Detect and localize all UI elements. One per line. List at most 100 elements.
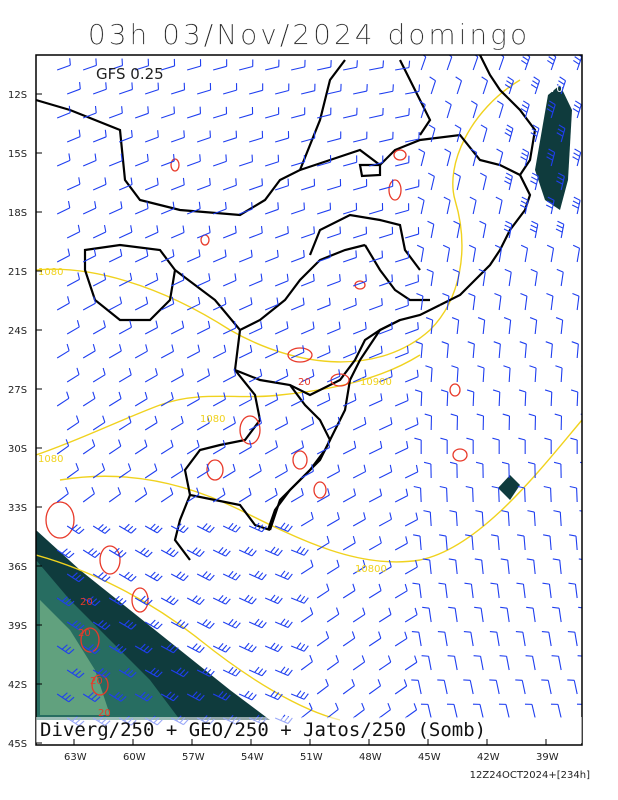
wind-barb (186, 344, 201, 359)
wind-barb (66, 129, 81, 143)
wind-barb (274, 618, 293, 628)
wind-barb (423, 510, 432, 527)
wind-barb (144, 130, 159, 143)
wind-barb (290, 345, 305, 359)
wind-barb (404, 464, 419, 479)
div-label-1: 20 (298, 377, 311, 388)
wind-barb (196, 619, 215, 629)
wind-barb (66, 620, 85, 631)
wind-barb (394, 631, 408, 647)
wind-barb (238, 202, 253, 215)
wind-barb (212, 201, 227, 215)
wind-barb (547, 55, 557, 71)
wind-barb (342, 297, 357, 311)
wind-barb (222, 273, 237, 287)
wind-barb (555, 220, 565, 239)
wind-barb (378, 369, 393, 383)
wind-barb (82, 486, 95, 503)
wind-barb (300, 559, 314, 575)
wind-barb (274, 226, 289, 239)
wind-barb (352, 226, 368, 239)
wind-barb (239, 59, 254, 71)
wind-barb (552, 606, 562, 623)
wind-barb (170, 463, 184, 479)
wind-barb (326, 464, 341, 479)
wind-barb (160, 249, 175, 263)
wind-barb (66, 82, 81, 95)
wind-barb (222, 570, 241, 581)
wind-barb (66, 367, 80, 383)
wind-barb (56, 596, 75, 607)
wind-barb (66, 224, 81, 239)
wind-barb (516, 582, 526, 599)
wind-barb (501, 510, 510, 527)
wind-barb (352, 321, 367, 335)
wind-barb (248, 225, 263, 239)
wind-barb (118, 523, 137, 534)
wind-barb (108, 643, 127, 654)
wind-barb (583, 77, 591, 94)
wind-barb (170, 130, 185, 143)
wind-barb (342, 440, 357, 455)
wind-barb (503, 317, 512, 335)
wind-barb (555, 365, 563, 383)
wind-barb (118, 320, 132, 335)
wind-barb (469, 196, 477, 215)
wind-barb (368, 583, 382, 599)
wind-barb (239, 107, 254, 119)
lat-label: 27S (8, 385, 27, 396)
wind-barb (428, 124, 436, 143)
wind-barb (248, 463, 262, 479)
wind-barb (161, 58, 176, 71)
wind-barb (394, 345, 409, 359)
wind-barb (134, 547, 153, 558)
wind-barb (300, 654, 313, 671)
wind-barb (316, 250, 331, 263)
wind-barb (504, 268, 512, 287)
wind-barb (316, 535, 330, 551)
wind-barb (554, 413, 563, 431)
wind-barb (463, 630, 474, 647)
wind-barb (82, 105, 97, 119)
wind-barb (352, 702, 365, 719)
wind-barb (222, 320, 237, 335)
wind-barb (196, 523, 215, 533)
wind-barb (238, 594, 257, 605)
wind-barb (444, 148, 452, 167)
wind-barb (316, 583, 330, 599)
wind-barb (550, 703, 562, 719)
wind-barb (134, 391, 148, 407)
wind-barb (186, 439, 200, 455)
wind-barb (144, 571, 163, 582)
wind-barb (468, 292, 476, 311)
wind-barb (144, 523, 163, 534)
wind-barb (108, 153, 123, 167)
wind-barb (317, 107, 332, 119)
wind-barb (465, 534, 474, 551)
wind-barb (92, 572, 111, 582)
wind-barb (450, 413, 459, 431)
wind-barb (108, 595, 127, 606)
wind-barb (160, 643, 179, 654)
wind-barb (454, 124, 462, 143)
wind-barb (442, 244, 451, 263)
wind-barb (300, 511, 314, 527)
wind-barb (502, 413, 511, 431)
wind-barb (290, 594, 309, 604)
caption: Diverg/250 + GEO/250 + Jatos/250 (Somb) (40, 719, 486, 741)
geo-label-4: 1080 (38, 454, 63, 465)
wind-barb (290, 488, 304, 503)
wind-barb (492, 389, 501, 407)
caption-backdrop (36, 717, 582, 743)
wind-barb (264, 487, 278, 503)
wind-barb (369, 155, 384, 167)
wind-barb (448, 558, 458, 575)
wind-barb (473, 655, 484, 671)
wind-barb (415, 341, 423, 359)
wind-barb (144, 225, 159, 239)
wind-barb (66, 524, 85, 535)
wind-barb (66, 668, 85, 679)
wind-barb (108, 296, 123, 311)
wind-barb (196, 320, 211, 335)
wind-barb (82, 343, 96, 359)
